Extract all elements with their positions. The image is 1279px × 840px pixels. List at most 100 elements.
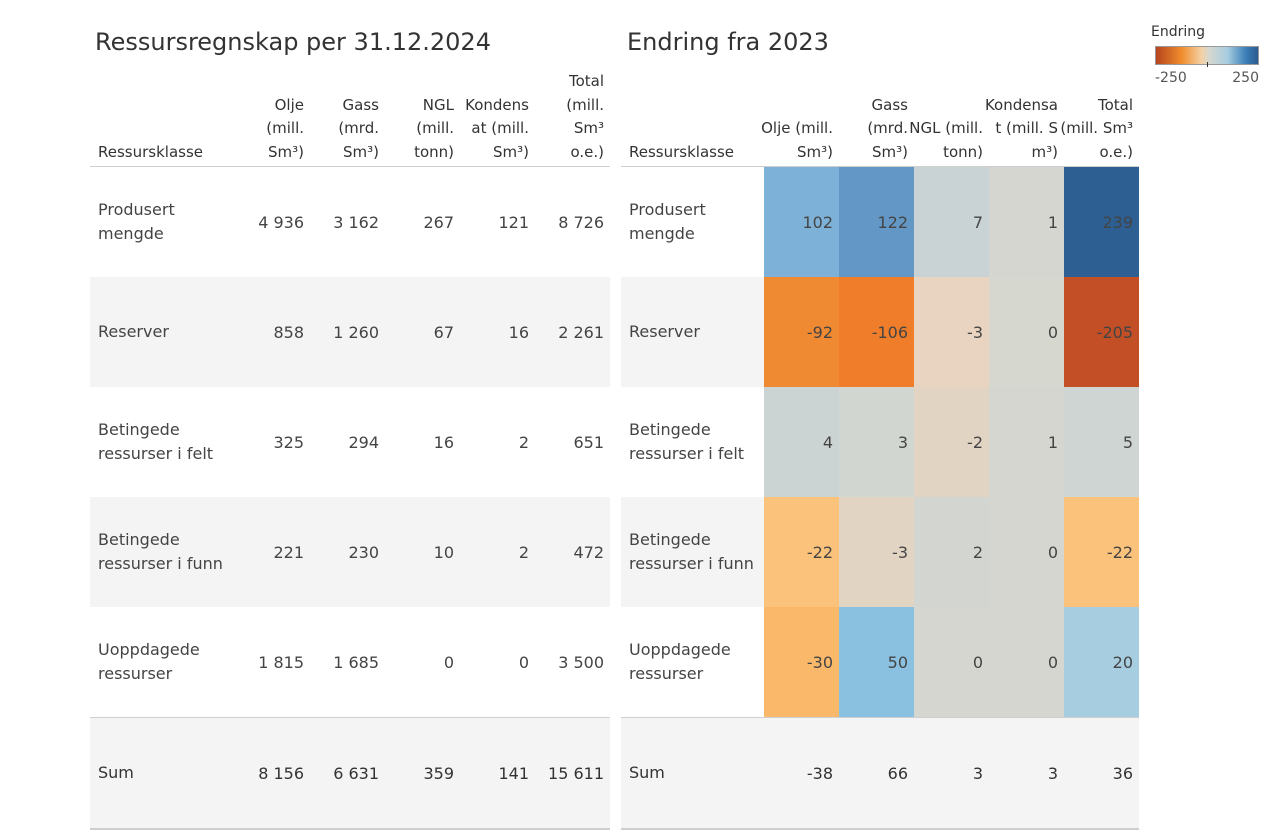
left-table-header-2: Gass (mrd. Sm³) — [338, 95, 379, 161]
left-table-cell: 67 — [433, 322, 454, 342]
right-table-cell: 102 — [764, 167, 839, 277]
right-table-cell: -3 — [914, 277, 989, 387]
right-table-cell: 3 — [839, 387, 914, 497]
left-table-cell: 2 — [518, 542, 529, 562]
legend-min-label: -250 — [1155, 70, 1187, 86]
left-table-row-label: Sum — [98, 763, 134, 782]
right-table-cell: -38 — [806, 763, 833, 783]
right-table-cell: 0 — [989, 607, 1064, 717]
left-table-header-5: Total (mill. Sm³ o.e.) — [566, 72, 604, 161]
left-table-cell: 472 — [573, 542, 604, 562]
left-table-row: Uoppdagede ressurser 1 815 1 685 0 0 3 500 — [90, 607, 610, 717]
right-table-header-3: NGL (mill. tonn) — [909, 119, 983, 161]
right-table-cell: 2 — [914, 497, 989, 607]
left-table-row: Produsert mengde 4 936 3 162 267 121 8 726 — [90, 167, 610, 277]
right-table-row-label: Reserver — [629, 322, 700, 341]
right-table-cell: 50 — [839, 607, 914, 717]
left-table-cell: 121 — [498, 212, 529, 232]
right-table-row-label: Sum — [629, 763, 665, 782]
right-table-cell: 3 — [1047, 763, 1058, 783]
right-table-header-5: Total (mill. Sm³ o.e.) — [1060, 95, 1133, 161]
left-table-cell: 141 — [498, 763, 529, 783]
right-table-header-2: Gass (mrd. Sm³) — [867, 95, 908, 161]
right-table-cell: -92 — [764, 277, 839, 387]
left-table-header: Ressursklasse Olje (mill. Sm³) Gass (mrd. … — [90, 60, 610, 167]
right-table-row-label: Betingede ressurser i felt — [629, 420, 745, 463]
left-table-cell: 294 — [348, 432, 379, 452]
right-table-row-label: Betingede ressurser i funn — [629, 530, 754, 573]
left-table-row: Betingede ressurser i felt 325 294 16 2 651 — [90, 387, 610, 497]
right-table-cell: 239 — [1064, 167, 1139, 277]
right-table-row: Produsert mengde 102 122 7 1 239 — [621, 167, 1139, 277]
left-table-sum-row: Sum 8 156 6 631 359 141 15 611 — [90, 717, 610, 830]
left-table-cell: 325 — [273, 432, 304, 452]
left-table-cell: 3 162 — [333, 212, 379, 232]
right-table-header-4: Kondensa t (mill. S m³) — [984, 95, 1058, 161]
right-table-cell: 7 — [914, 167, 989, 277]
left-table-cell: 0 — [443, 652, 454, 672]
left-table-cell: 4 936 — [258, 212, 304, 232]
right-table-cell: 5 — [1064, 387, 1139, 497]
left-table-row-label: Uoppdagede ressurser — [98, 640, 200, 683]
right-table-cell: 4 — [764, 387, 839, 497]
right-table-cell: -30 — [764, 607, 839, 717]
right-table-row-label: Uoppdagede ressurser — [629, 640, 731, 683]
left-table-cell: 230 — [348, 542, 379, 562]
left-table-row: Reserver 858 1 260 67 16 2 261 — [90, 277, 610, 387]
right-table-cell: 1 — [989, 387, 1064, 497]
left-table-row-label: Produsert mengde — [98, 200, 175, 243]
right-table-header-0: Ressursklasse — [629, 142, 734, 161]
left-table-cell: 16 — [433, 432, 454, 452]
right-table-row: Reserver -92 -106 -3 0 -205 — [621, 277, 1139, 387]
right-table-cell: 122 — [839, 167, 914, 277]
legend-zero-tick — [1207, 62, 1208, 67]
right-table-row-label: Produsert mengde — [629, 200, 706, 243]
left-table-cell: 359 — [423, 763, 454, 783]
right-table-row: Betingede ressurser i felt 4 3 -2 1 5 — [621, 387, 1139, 497]
right-table-sum-row: Sum -38 66 3 3 36 — [621, 717, 1139, 830]
left-table-row-label: Betingede ressurser i funn — [98, 530, 223, 573]
left-table-cell: 858 — [273, 322, 304, 342]
right-table-cell: 66 — [887, 763, 908, 783]
left-table-cell: 0 — [518, 652, 529, 672]
left-table-cell: 16 — [508, 322, 529, 342]
left-table-cell: 1 815 — [258, 652, 304, 672]
left-table-cell: 1 260 — [333, 322, 379, 342]
right-table-cell: 20 — [1064, 607, 1139, 717]
left-table-cell: 8 156 — [258, 763, 304, 783]
right-table-cell: -2 — [914, 387, 989, 497]
right-table-cell: -106 — [839, 277, 914, 387]
left-table-cell: 1 685 — [333, 652, 379, 672]
right-table-cell: 36 — [1112, 763, 1133, 783]
right-table-row: Betingede ressurser i funn -22 -3 2 0 -22 — [621, 497, 1139, 607]
left-table-cell: 6 631 — [333, 763, 379, 783]
left-table-cell: 2 — [518, 432, 529, 452]
left-table-cell: 221 — [273, 542, 304, 562]
right-table-row: Uoppdagede ressurser -30 50 0 0 20 — [621, 607, 1139, 717]
left-table-row-label: Betingede ressurser i felt — [98, 420, 214, 463]
left-table-cell: 3 500 — [558, 652, 604, 672]
left-table-row-label: Reserver — [98, 322, 169, 341]
right-table-cell: -22 — [764, 497, 839, 607]
left-table-cell: 651 — [573, 432, 604, 452]
right-table-cell: -22 — [1064, 497, 1139, 607]
color-legend: Endring -250 250 — [1151, 24, 1261, 94]
right-table-cell: 0 — [914, 607, 989, 717]
right-table-cell: 0 — [989, 277, 1064, 387]
left-table-cell: 15 611 — [548, 763, 604, 783]
left-table-cell: 8 726 — [558, 212, 604, 232]
right-table-cell: 1 — [989, 167, 1064, 277]
legend-title: Endring — [1151, 24, 1206, 40]
legend-max-label: 250 — [1232, 70, 1259, 86]
left-table-header-4: Kondens at (mill. Sm³) — [465, 95, 529, 161]
right-table-cell: 0 — [989, 497, 1064, 607]
left-table-header-1: Olje (mill. Sm³) — [266, 95, 304, 161]
right-table-header-1: Olje (mill. Sm³) — [761, 119, 833, 161]
left-table-header-0: Ressursklasse — [98, 142, 203, 161]
left-table-cell: 267 — [423, 212, 454, 232]
left-table-cell: 10 — [433, 542, 454, 562]
left-table-row: Betingede ressurser i funn 221 230 10 2 472 — [90, 497, 610, 607]
right-table-header: Ressursklasse Olje (mill. Sm³) Gass (mrd. … — [621, 60, 1139, 167]
right-table-cell: -3 — [839, 497, 914, 607]
left-table-cell: 2 261 — [558, 322, 604, 342]
